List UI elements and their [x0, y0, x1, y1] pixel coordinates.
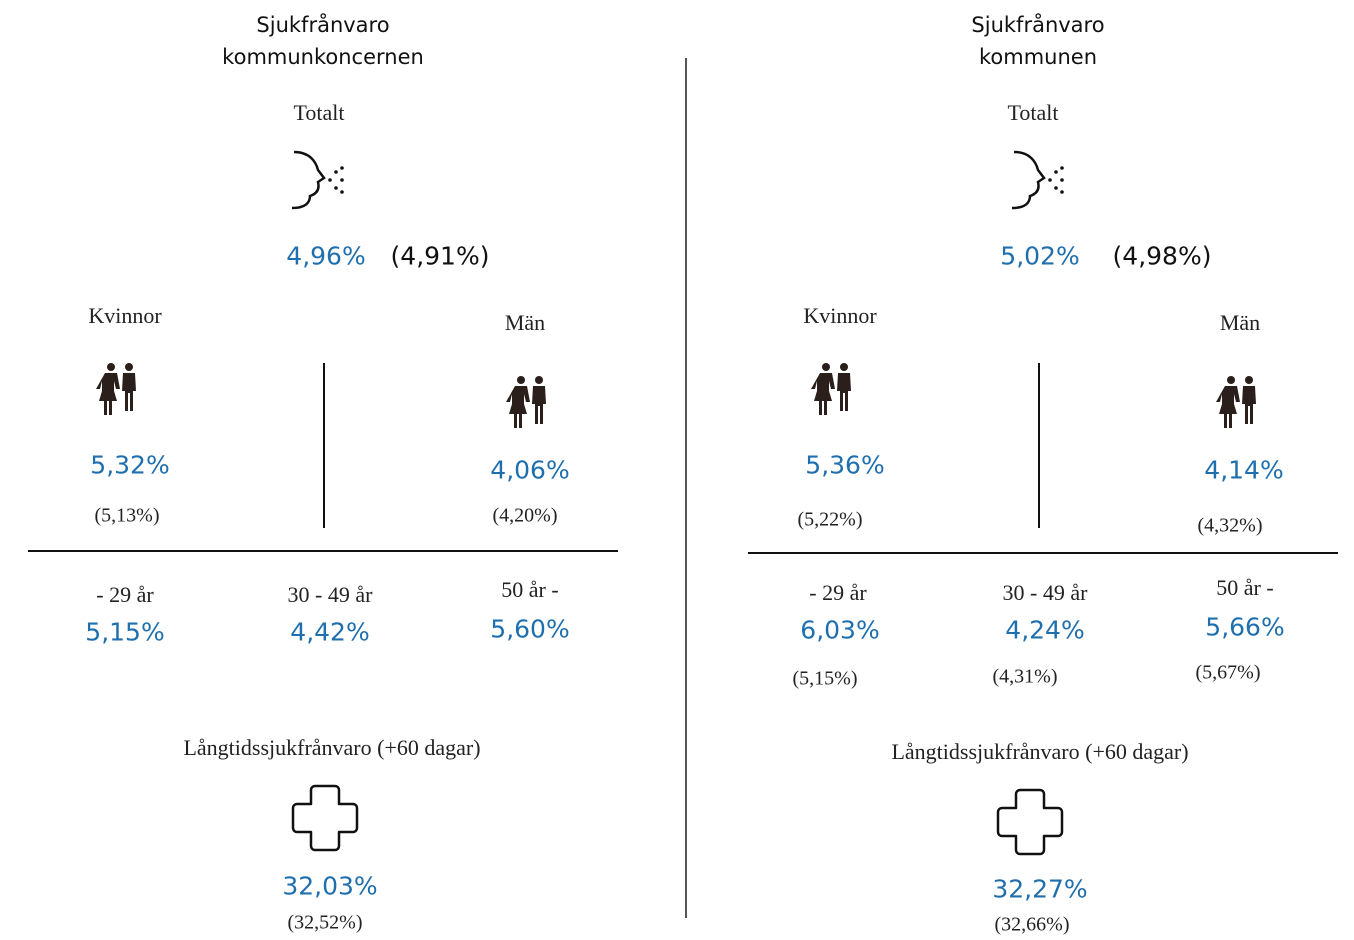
panel-title: kommunen: [978, 45, 1098, 69]
total-previous: (4,98%): [1112, 241, 1212, 271]
separator: [748, 552, 1338, 554]
long-term-label: Långtidssjukfrånvaro (+60 dagar): [891, 739, 1189, 764]
age-value: 6,03%: [800, 615, 880, 645]
couple-icon: [96, 363, 136, 415]
panel-divider: [685, 58, 687, 918]
age-value: 5,60%: [490, 614, 570, 644]
age-label: - 29 år: [96, 582, 154, 607]
long-term-previous: (32,66%): [994, 913, 1070, 936]
age-value: 4,24%: [1005, 615, 1085, 645]
separator: [28, 550, 618, 552]
plus-icon: [291, 784, 359, 852]
women-value: 5,32%: [90, 450, 170, 480]
total-label: Totalt: [1007, 100, 1059, 125]
age-previous: (4,31%): [992, 665, 1058, 688]
age-label: - 29 år: [809, 580, 867, 605]
couple-icon: [506, 376, 546, 428]
men-label: Män: [504, 310, 546, 335]
age-value: 4,42%: [290, 617, 370, 647]
separator: [323, 363, 325, 528]
women-value: 5,36%: [805, 450, 885, 480]
long-term-previous: (32,52%): [287, 911, 363, 934]
total-value: 4,96%: [286, 241, 366, 271]
couple-icon: [1216, 376, 1256, 428]
age-previous: (5,15%): [792, 667, 858, 690]
age-value: 5,15%: [85, 617, 165, 647]
age-previous: (5,67%): [1195, 661, 1261, 684]
face-icon: [291, 150, 344, 210]
men-previous: (4,20%): [492, 504, 558, 527]
panel-title: Sjukfrånvaro: [971, 13, 1105, 37]
long-term-value: 32,03%: [282, 871, 378, 901]
men-previous: (4,32%): [1197, 514, 1263, 537]
age-label: 30 - 49 år: [1002, 580, 1088, 605]
age-label: 50 år -: [1216, 575, 1274, 600]
women-label: Kvinnor: [803, 303, 877, 328]
men-label: Män: [1219, 310, 1261, 335]
men-value: 4,14%: [1204, 455, 1284, 485]
plus-icon: [996, 788, 1064, 856]
panel-title: Sjukfrånvaro: [256, 13, 390, 37]
total-previous: (4,91%): [390, 241, 490, 271]
separator: [1038, 363, 1040, 528]
total-label: Totalt: [293, 100, 345, 125]
face-icon: [1011, 150, 1064, 210]
age-label: 30 - 49 år: [287, 582, 373, 607]
women-label: Kvinnor: [88, 303, 162, 328]
men-value: 4,06%: [490, 455, 570, 485]
total-value: 5,02%: [1000, 241, 1080, 271]
age-label: 50 år -: [501, 577, 559, 602]
panel-title: kommunkoncernen: [222, 45, 424, 69]
couple-icon: [811, 363, 851, 415]
long-term-label: Långtidssjukfrånvaro (+60 dagar): [183, 735, 481, 760]
long-term-value: 32,27%: [992, 874, 1088, 904]
age-value: 5,66%: [1205, 612, 1285, 642]
women-previous: (5,13%): [94, 504, 160, 527]
women-previous: (5,22%): [797, 508, 863, 531]
